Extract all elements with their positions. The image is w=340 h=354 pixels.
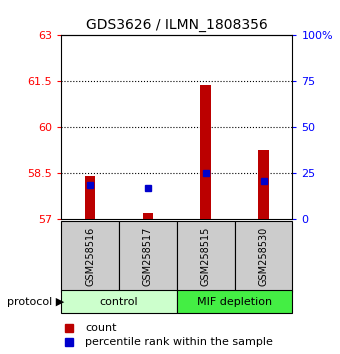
Bar bbox=[177, 221, 235, 292]
Bar bbox=[177, 290, 292, 313]
Text: GSM258516: GSM258516 bbox=[85, 227, 95, 286]
Text: GSM258530: GSM258530 bbox=[258, 227, 269, 286]
Text: control: control bbox=[100, 297, 138, 307]
Bar bbox=[235, 221, 292, 292]
Bar bbox=[61, 290, 177, 313]
Text: GSM258517: GSM258517 bbox=[143, 227, 153, 286]
Text: protocol ▶: protocol ▶ bbox=[7, 297, 64, 307]
Text: count: count bbox=[85, 322, 117, 332]
Text: MIF depletion: MIF depletion bbox=[197, 297, 272, 307]
Bar bbox=[201, 85, 211, 219]
Bar bbox=[61, 221, 119, 292]
Text: GSM258515: GSM258515 bbox=[201, 227, 211, 286]
Bar bbox=[119, 221, 177, 292]
Bar bbox=[143, 213, 153, 219]
Title: GDS3626 / ILMN_1808356: GDS3626 / ILMN_1808356 bbox=[86, 18, 268, 32]
Text: percentile rank within the sample: percentile rank within the sample bbox=[85, 337, 273, 347]
Bar bbox=[85, 176, 95, 219]
Bar bbox=[258, 150, 269, 219]
